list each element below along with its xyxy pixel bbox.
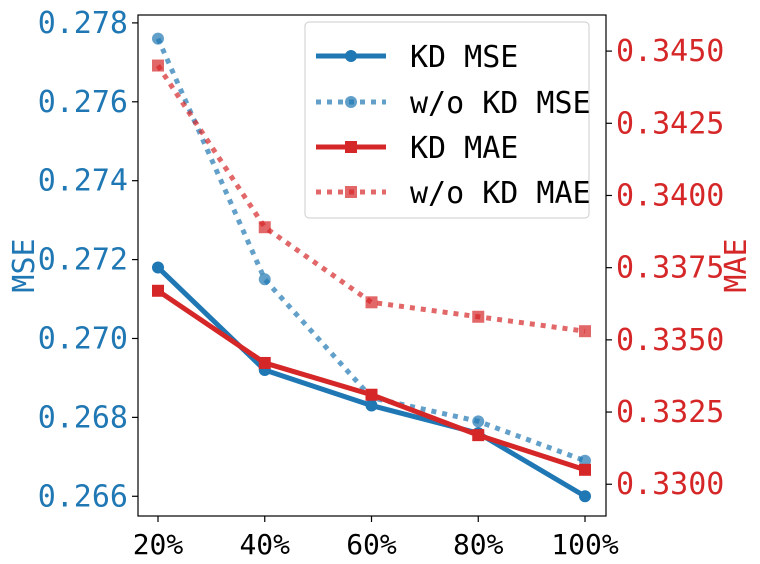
data-point [258, 221, 271, 234]
right-tick-label: 0.3450 [616, 34, 724, 69]
data-point [472, 415, 485, 428]
left-tick-label: 0.278 [38, 6, 128, 41]
left-tick-label: 0.266 [38, 479, 128, 514]
right-axis-label: MAE [719, 238, 754, 292]
legend-label: w/o KD MSE [410, 86, 591, 121]
right-tick-label: 0.3375 [616, 251, 724, 286]
data-point [579, 463, 591, 476]
left-tick-label: 0.270 [38, 321, 128, 356]
data-point [579, 490, 591, 503]
left-axis-label: MSE [7, 238, 42, 292]
legend-marker [345, 141, 357, 153]
x-tick-label: 80% [453, 528, 504, 561]
x-tick-label: 20% [133, 528, 184, 561]
left-tick-label: 0.276 [38, 85, 128, 120]
data-point [365, 388, 378, 401]
data-point [258, 356, 271, 369]
legend-label: KD MAE [410, 131, 518, 166]
series-line [156, 288, 586, 473]
legend-marker [345, 50, 357, 62]
data-point [152, 32, 164, 45]
right-tick-label: 0.3425 [616, 106, 724, 141]
series-kd-mae [152, 284, 591, 476]
right-tick-label: 0.3300 [616, 467, 724, 502]
x-tick-label: 40% [239, 528, 290, 561]
right-tick-label: 0.3325 [616, 395, 724, 430]
data-point [258, 273, 271, 286]
plot-area: 0.266 0.268 0.270 0.272 0.274 0.276 0.278 0.330… [7, 6, 754, 561]
right-tick-label: 0.3400 [616, 178, 724, 213]
legend: KD MSE w/o KD MSE KD MAE w/o KD MAE [304, 21, 591, 219]
legend-marker [345, 96, 357, 108]
legend-box [304, 21, 590, 219]
data-point [579, 325, 591, 338]
data-point [152, 284, 164, 297]
data-point [472, 429, 485, 442]
data-point [472, 310, 485, 323]
left-tick-label: 0.268 [38, 400, 128, 435]
data-point [152, 261, 164, 274]
data-point [579, 454, 591, 467]
series-w-o-kd-mae [152, 59, 591, 338]
legend-marker [345, 186, 357, 198]
right-tick-label: 0.3350 [616, 323, 724, 358]
legend-label: w/o KD MAE [410, 176, 591, 211]
x-tick-label: 100% [551, 528, 619, 561]
data-point [152, 59, 164, 72]
x-tick-label: 60% [346, 528, 397, 561]
legend-label: KD MSE [410, 40, 518, 75]
data-point [365, 399, 378, 412]
data-point [365, 296, 378, 309]
left-tick-label: 0.272 [38, 243, 128, 278]
left-tick-label: 0.274 [38, 164, 128, 199]
